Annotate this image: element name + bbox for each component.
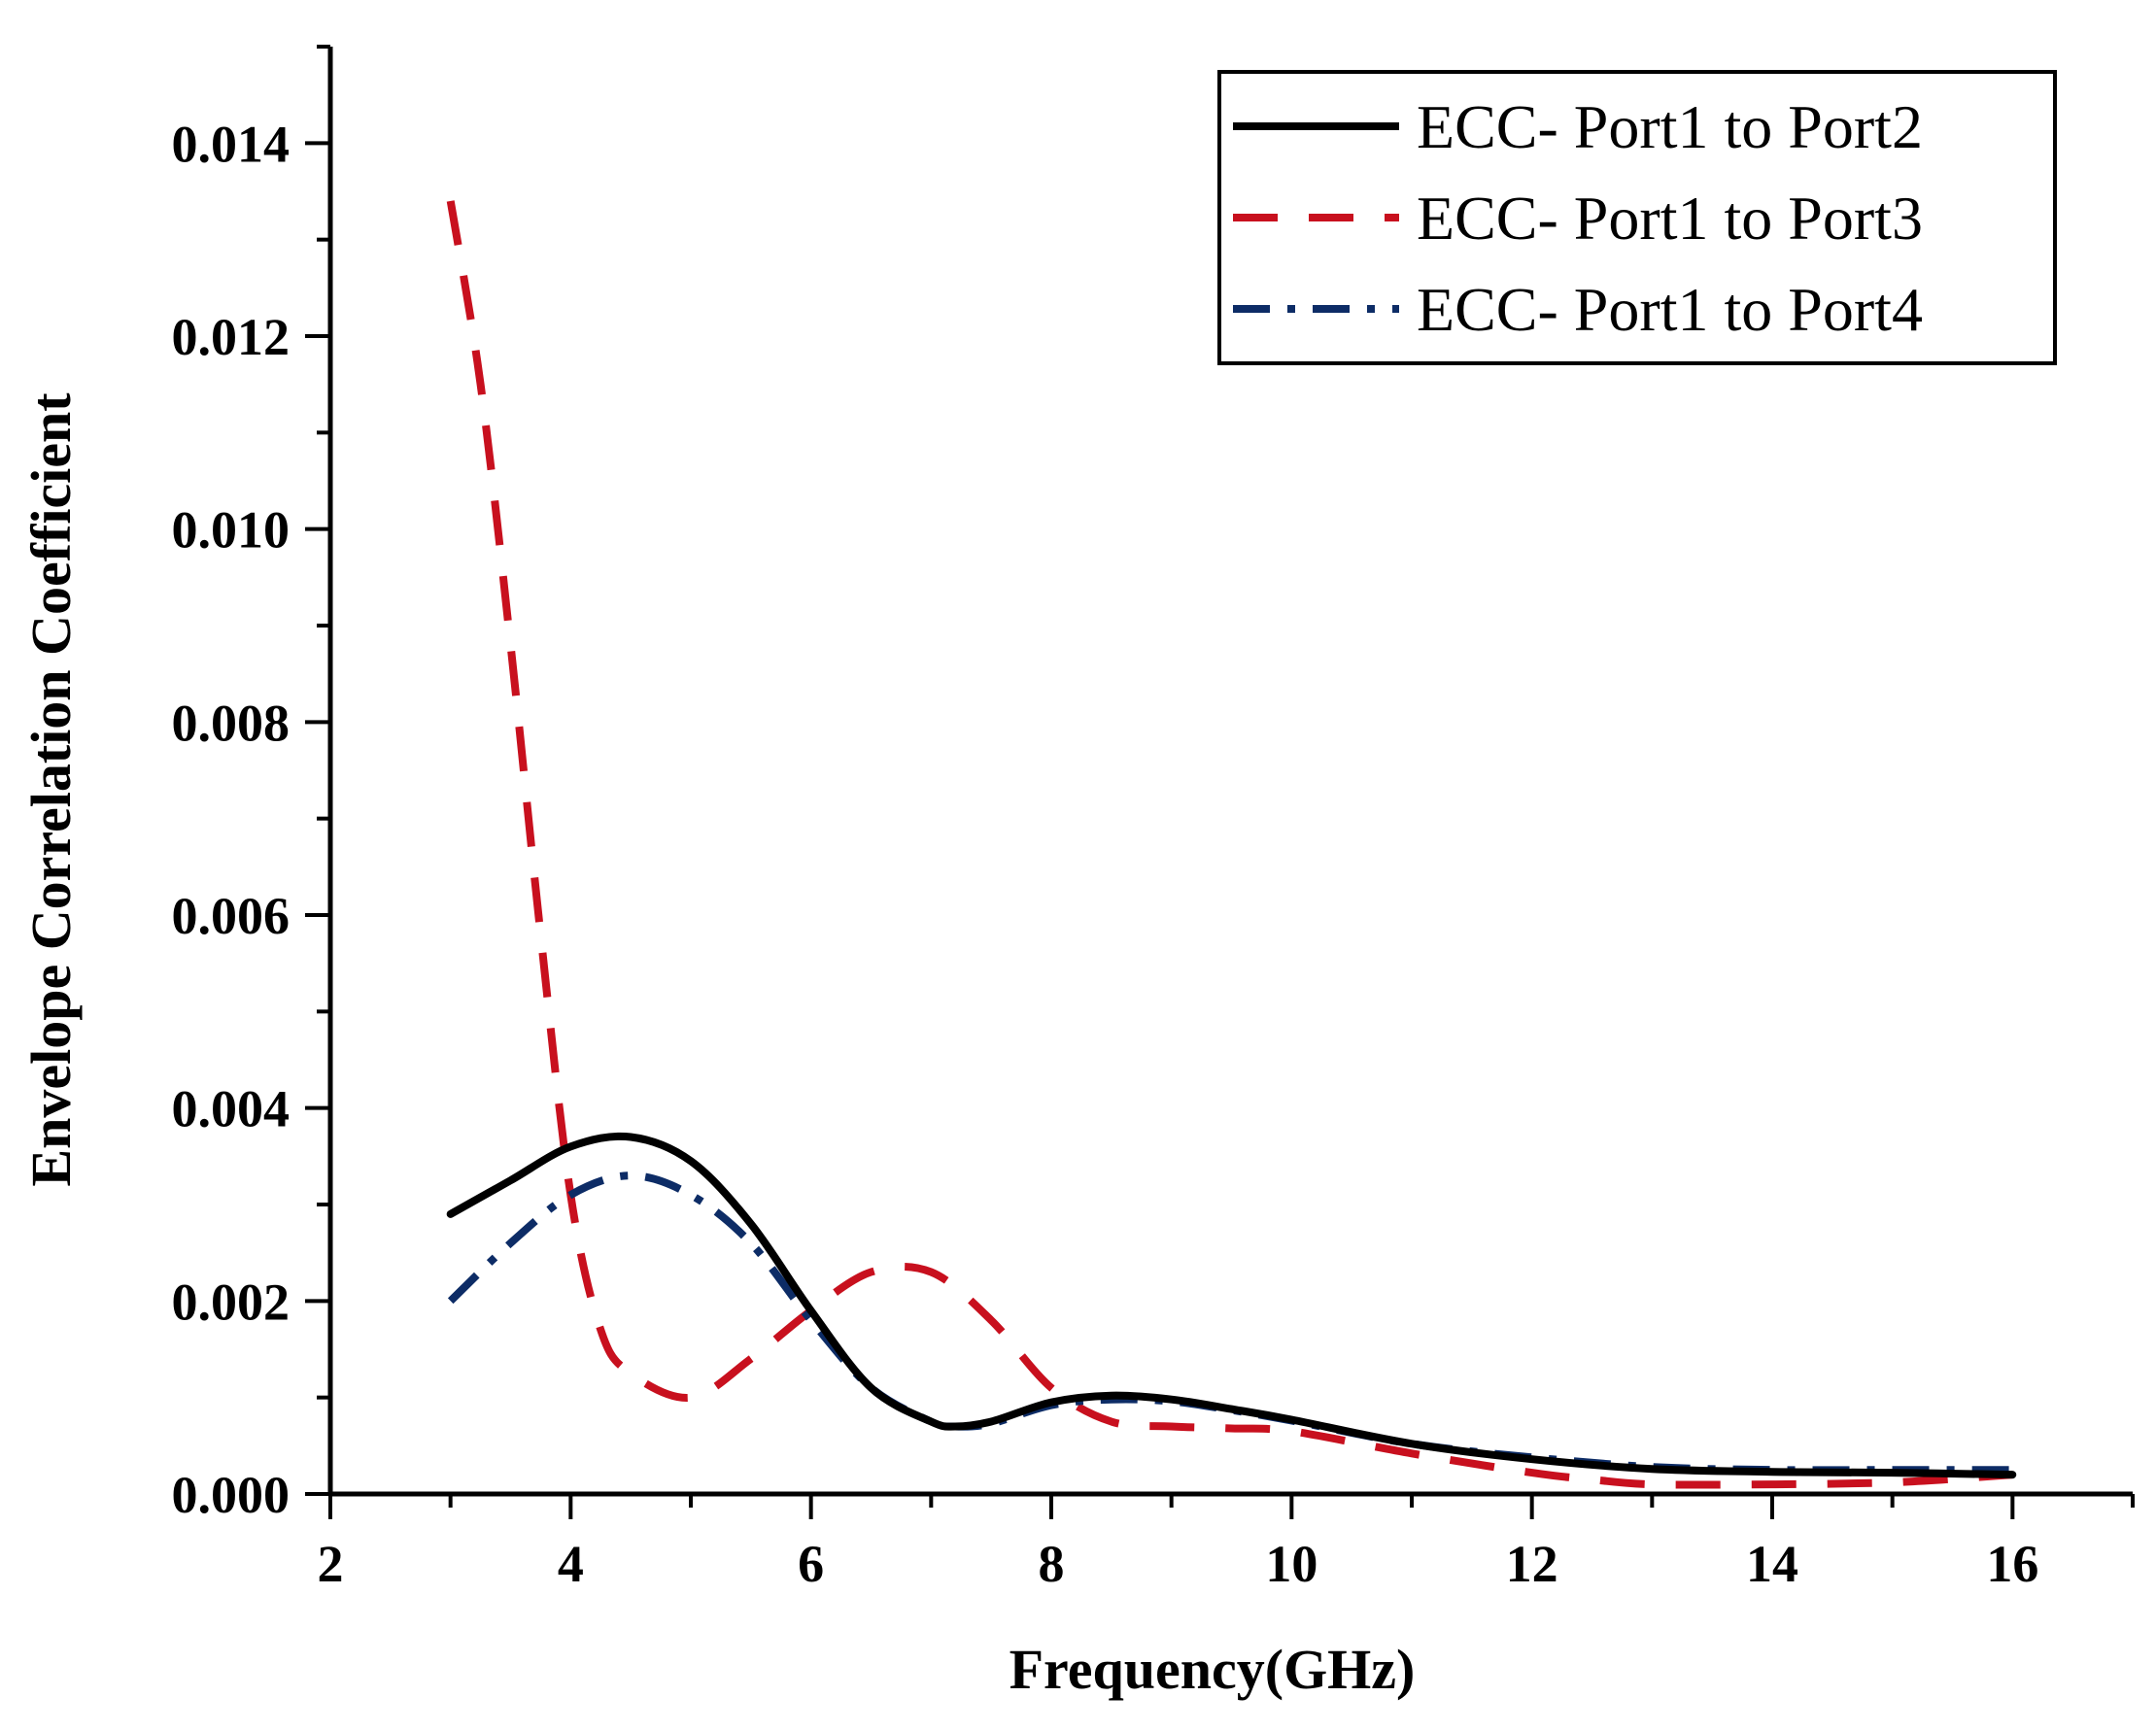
x-axis-title: Frequency(GHz)	[1010, 1638, 1416, 1701]
x-tick-label: 6	[798, 1535, 824, 1593]
x-tick-label: 2	[318, 1535, 344, 1593]
series-line-port1-to-port3	[446, 200, 2013, 1489]
x-tick-label: 14	[1746, 1535, 1798, 1593]
axes	[327, 47, 2133, 1497]
y-tick-label: 0.014	[172, 115, 291, 173]
x-tick-label: 8	[1039, 1535, 1065, 1593]
series-line-port1-to-port2	[446, 1132, 2017, 1479]
y-tick-label: 0.002	[172, 1273, 291, 1331]
legend-label-3: ECC- Port1 to Port4	[1417, 275, 1923, 344]
y-tick-label: 0.008	[172, 694, 291, 752]
y-tick-label: 0.006	[172, 887, 291, 945]
x-tick-label: 4	[558, 1535, 584, 1593]
axis-ticks	[305, 45, 2135, 1519]
y-tick-label: 0.004	[172, 1080, 291, 1138]
y-axis-title: Envelope Correlation Coefficient	[19, 392, 83, 1187]
y-tick-label: 0.000	[172, 1466, 291, 1524]
legend-label-2: ECC- Port1 to Port3	[1417, 184, 1923, 253]
y-tick-label: 0.012	[172, 308, 291, 366]
legend: ECC- Port1 to Port2 ECC- Port1 to Port3 EC…	[1217, 70, 2057, 365]
x-tick-label: 10	[1265, 1535, 1318, 1593]
tick-labels: 2 4 6 8 10 12 14 16 0.000 0.002 0.004 0.006 0.008 0.0…	[172, 115, 2039, 1593]
y-tick-label: 0.010	[172, 501, 291, 560]
legend-box	[1217, 70, 2057, 365]
series-lines	[446, 200, 2017, 1489]
x-tick-label: 12	[1506, 1535, 1558, 1593]
x-tick-label: 16	[1986, 1535, 2038, 1593]
legend-label-1: ECC- Port1 to Port2	[1417, 92, 1923, 161]
